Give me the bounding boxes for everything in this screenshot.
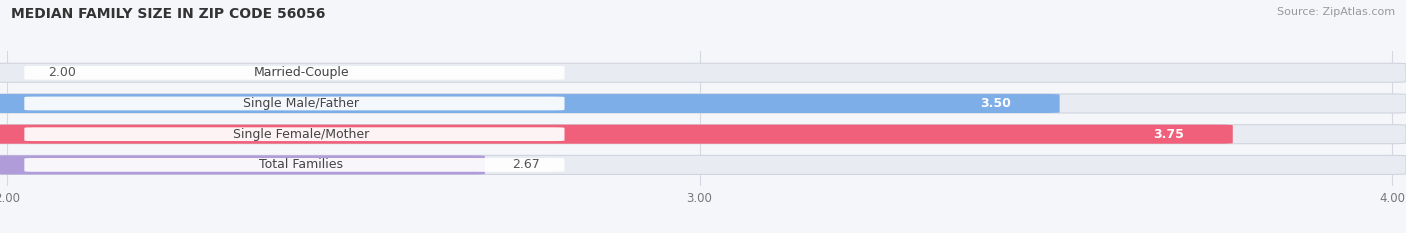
FancyBboxPatch shape <box>24 127 564 141</box>
FancyBboxPatch shape <box>0 125 1233 144</box>
FancyBboxPatch shape <box>0 155 1406 175</box>
Text: 3.75: 3.75 <box>1153 128 1184 141</box>
Text: 2.67: 2.67 <box>513 158 540 171</box>
FancyBboxPatch shape <box>24 158 564 172</box>
FancyBboxPatch shape <box>0 94 1060 113</box>
FancyBboxPatch shape <box>24 66 564 80</box>
Text: Single Female/Mother: Single Female/Mother <box>233 128 370 141</box>
FancyBboxPatch shape <box>24 97 564 110</box>
Text: Single Male/Father: Single Male/Father <box>243 97 360 110</box>
Text: Source: ZipAtlas.com: Source: ZipAtlas.com <box>1277 7 1395 17</box>
FancyBboxPatch shape <box>0 125 1406 144</box>
Text: 2.00: 2.00 <box>49 66 76 79</box>
Text: 3.50: 3.50 <box>980 97 1011 110</box>
Text: Total Families: Total Families <box>259 158 343 171</box>
FancyBboxPatch shape <box>0 155 485 175</box>
Text: Married-Couple: Married-Couple <box>253 66 349 79</box>
Text: MEDIAN FAMILY SIZE IN ZIP CODE 56056: MEDIAN FAMILY SIZE IN ZIP CODE 56056 <box>11 7 326 21</box>
FancyBboxPatch shape <box>0 63 1406 82</box>
FancyBboxPatch shape <box>0 94 1406 113</box>
